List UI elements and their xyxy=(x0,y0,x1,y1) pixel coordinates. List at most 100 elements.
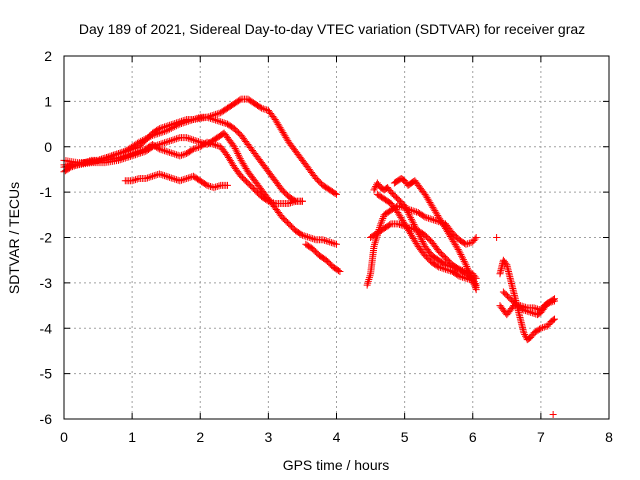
data-point xyxy=(184,174,192,182)
data-point xyxy=(469,278,477,286)
series-track-m xyxy=(496,256,558,344)
data-point xyxy=(327,239,335,247)
data-point xyxy=(230,143,238,151)
data-point xyxy=(172,122,180,130)
data-point xyxy=(118,153,126,161)
data-point xyxy=(115,154,122,162)
data-point xyxy=(419,237,427,245)
data-point xyxy=(396,220,404,228)
data-point xyxy=(183,118,191,126)
data-point xyxy=(205,139,213,147)
data-point xyxy=(109,151,117,159)
data-point xyxy=(181,150,189,158)
data-point xyxy=(121,152,129,160)
data-point xyxy=(408,217,416,225)
data-point xyxy=(166,148,174,156)
data-point xyxy=(154,130,162,138)
data-point xyxy=(178,176,186,184)
data-point xyxy=(324,237,332,245)
data-point xyxy=(528,309,536,317)
data-point xyxy=(167,149,175,157)
data-point xyxy=(189,145,197,153)
data-point xyxy=(231,144,239,152)
data-point xyxy=(410,220,418,228)
data-point xyxy=(203,181,211,189)
data-point xyxy=(220,119,228,127)
data-point xyxy=(464,266,472,274)
data-point xyxy=(304,233,312,241)
data-point xyxy=(137,147,145,155)
data-point xyxy=(472,286,480,294)
data-point xyxy=(460,274,468,282)
data-point xyxy=(457,251,465,259)
data-point xyxy=(419,239,427,247)
data-point xyxy=(203,113,211,121)
data-point xyxy=(142,175,150,183)
data-point xyxy=(188,116,196,124)
data-point xyxy=(370,243,378,251)
data-point xyxy=(169,123,177,131)
data-point xyxy=(172,151,180,159)
data-point xyxy=(162,172,170,180)
series-track-j xyxy=(373,190,480,291)
data-point xyxy=(401,203,409,211)
data-point xyxy=(404,209,412,217)
series-track-i xyxy=(370,179,480,289)
data-point xyxy=(159,146,167,154)
y-tick-label-2: -4 xyxy=(40,320,53,336)
data-point xyxy=(472,234,480,241)
data-point xyxy=(302,232,310,240)
y-tick-label-7: 1 xyxy=(44,93,52,109)
data-point xyxy=(502,259,510,267)
data-point xyxy=(298,231,306,239)
data-point xyxy=(307,234,315,242)
data-point xyxy=(465,239,473,247)
data-point xyxy=(169,150,177,158)
data-point xyxy=(157,129,165,137)
data-point xyxy=(183,134,191,142)
data-point xyxy=(217,118,225,126)
data-point xyxy=(130,176,138,184)
data-point xyxy=(420,212,428,220)
data-point xyxy=(140,136,148,144)
data-point xyxy=(171,135,179,143)
data-point xyxy=(116,154,124,162)
data-point xyxy=(370,186,378,194)
series-track-o xyxy=(499,288,558,319)
data-point xyxy=(188,146,196,154)
data-point xyxy=(456,249,464,257)
data-point xyxy=(206,182,214,190)
data-point xyxy=(172,176,180,184)
data-point xyxy=(210,140,218,148)
data-point xyxy=(467,273,475,281)
data-point xyxy=(195,143,203,151)
data-point xyxy=(133,175,141,183)
data-point xyxy=(520,306,528,314)
data-point xyxy=(457,273,465,281)
data-point xyxy=(181,118,189,126)
data-point xyxy=(371,241,379,249)
data-point xyxy=(174,134,182,142)
data-point xyxy=(322,237,330,245)
data-point xyxy=(424,214,432,222)
data-point xyxy=(213,182,221,190)
data-point xyxy=(462,240,470,248)
data-point xyxy=(189,136,197,144)
data-point xyxy=(454,271,462,279)
series-track-p xyxy=(549,410,557,418)
data-point xyxy=(203,138,211,146)
data-point xyxy=(452,264,460,272)
data-point xyxy=(125,151,133,159)
data-point xyxy=(297,230,305,238)
data-point xyxy=(218,118,226,126)
grid-lines xyxy=(64,56,609,419)
data-point xyxy=(166,137,174,145)
y-tick-label-1: -5 xyxy=(40,366,53,382)
data-point xyxy=(394,220,402,228)
data-point xyxy=(152,130,160,138)
data-point xyxy=(256,103,264,111)
data-point xyxy=(464,240,472,248)
data-point xyxy=(403,207,411,215)
data-point xyxy=(551,295,558,303)
data-point xyxy=(463,264,471,272)
